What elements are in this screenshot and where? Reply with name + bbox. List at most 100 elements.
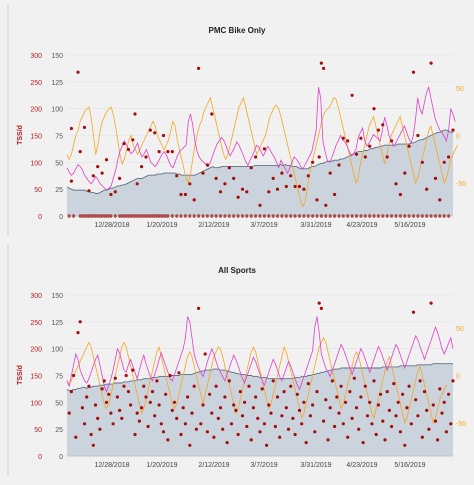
tss-point — [181, 406, 185, 410]
tss-point — [98, 427, 102, 431]
tss-point — [262, 147, 266, 151]
tss-point — [183, 422, 187, 426]
x-tick-label: 2/12/2019 — [198, 222, 229, 229]
tss-point — [379, 392, 383, 396]
tss-point — [363, 155, 367, 159]
tss-point — [232, 176, 236, 180]
tss-point — [376, 403, 380, 407]
tss-point — [227, 166, 231, 170]
tss-point — [306, 382, 310, 386]
tss-point — [104, 400, 109, 404]
tss-point — [289, 384, 293, 388]
tss-point — [374, 432, 378, 437]
tss-point — [109, 192, 113, 197]
tss-point — [161, 430, 166, 434]
tss-tick-label: 100 — [30, 400, 42, 407]
tss-point — [109, 411, 113, 415]
tss-point — [179, 192, 183, 197]
load-tick-label: 150 — [51, 53, 63, 60]
tss-point — [302, 400, 306, 404]
tss-point — [365, 414, 370, 418]
tss-point — [243, 400, 247, 404]
tss-point — [80, 406, 84, 410]
tss-point — [396, 400, 400, 404]
tss-point — [251, 406, 255, 410]
load-tick-label: 100 — [51, 107, 63, 114]
tss-point — [403, 171, 407, 175]
tss-point — [383, 438, 387, 442]
tss-point — [229, 422, 234, 426]
tss-point — [144, 395, 148, 399]
y-axis-label: TSS/d — [17, 365, 24, 385]
tss-point — [407, 144, 411, 148]
load-tick-label: 50 — [55, 160, 63, 167]
chart-pmc-bike-only: PMC Bike Only TSS/d 0 50 100 150 200 250 300 0 25 5… — [7, 4, 466, 236]
tss-point — [442, 400, 446, 404]
tss-point — [416, 414, 420, 418]
tss-point — [126, 147, 130, 152]
tss-tick-label: 200 — [30, 347, 42, 354]
x-tick-label: 12/28/2018 — [94, 222, 129, 229]
tss-point — [300, 422, 304, 426]
tss-point — [425, 408, 429, 412]
tss-point — [175, 416, 179, 420]
tss-point — [87, 189, 91, 193]
tss-point — [76, 331, 80, 335]
tss-point — [385, 390, 389, 394]
tss-point — [311, 403, 315, 407]
load-tick-label: 25 — [55, 187, 63, 194]
tss-point — [240, 187, 245, 191]
tss-point — [328, 406, 332, 410]
tss-point — [208, 392, 212, 396]
tss-point — [280, 414, 284, 418]
tss-point — [168, 373, 172, 378]
tss-point — [214, 384, 218, 388]
tss-tick-label: 200 — [30, 107, 42, 114]
tss-point — [172, 400, 177, 404]
load-tick-label: 25 — [55, 427, 63, 434]
tss-point — [227, 379, 231, 383]
tss-point — [161, 133, 166, 138]
tss-point — [372, 107, 376, 111]
tss-point — [166, 150, 170, 154]
load-tick-label: 100 — [51, 347, 63, 354]
load-tick-label: 0 — [59, 454, 63, 461]
tss-point — [175, 174, 179, 178]
tss-point — [192, 198, 196, 202]
tss-point — [190, 411, 194, 415]
tss-point — [245, 190, 249, 194]
ctl-area — [67, 130, 453, 216]
tss-point — [199, 422, 203, 426]
tss-point — [368, 400, 372, 404]
tss-point — [297, 184, 302, 189]
tss-point — [155, 379, 159, 383]
tss-point — [146, 424, 150, 429]
tss-point — [122, 142, 126, 146]
tss-point — [74, 435, 78, 439]
tss-point — [442, 160, 446, 164]
tss-point — [363, 384, 367, 388]
tss-point — [449, 422, 453, 426]
tss-point — [164, 392, 168, 396]
tss-point — [69, 390, 73, 394]
x-tick-label: 1/20/2019 — [146, 462, 177, 469]
tss-point — [214, 176, 218, 180]
tss-point — [385, 155, 389, 159]
tss-point — [126, 390, 130, 394]
tss-point — [157, 403, 161, 407]
load-tick-label: 50 — [55, 400, 63, 407]
x-tick-label: 3/31/2019 — [300, 222, 331, 229]
chart-all-sports: All Sports TSS/d 0 50 100 150 200 250 300 0 25 50 75… — [7, 244, 466, 476]
tss-point — [295, 392, 299, 396]
tss-point — [416, 133, 420, 138]
tss-point — [135, 411, 139, 415]
x-tick-label: 5/16/2019 — [394, 222, 425, 229]
tss-tick-label: 250 — [30, 320, 42, 327]
tss-point — [350, 416, 354, 420]
tss-point — [354, 406, 359, 410]
tss-point — [308, 414, 312, 418]
tss-point — [188, 182, 192, 186]
tss-point — [238, 390, 242, 394]
tss-point — [341, 136, 345, 140]
